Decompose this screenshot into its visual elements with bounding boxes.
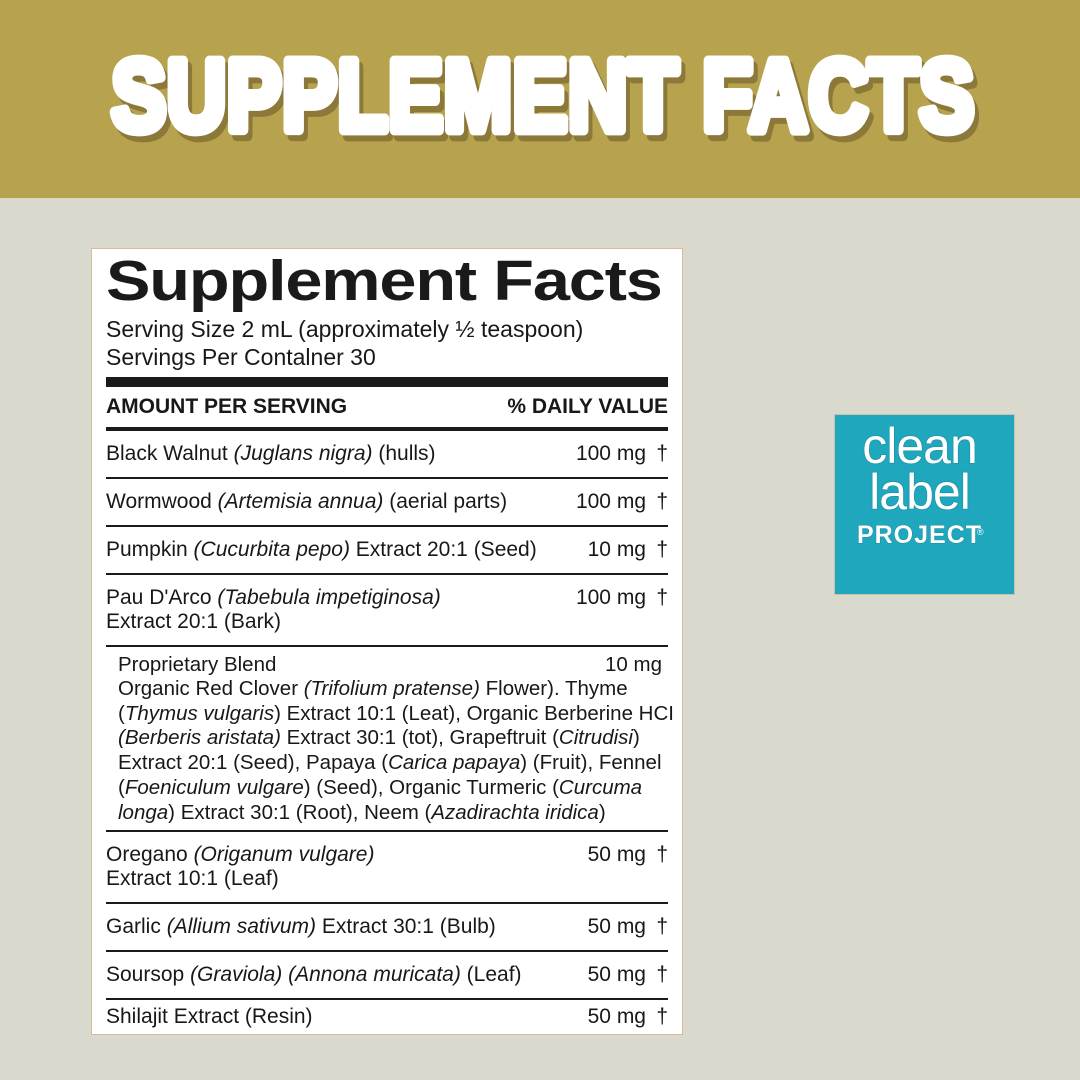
svg-text:SUPPLEMENT FACTS: SUPPLEMENT FACTS	[112, 40, 975, 152]
